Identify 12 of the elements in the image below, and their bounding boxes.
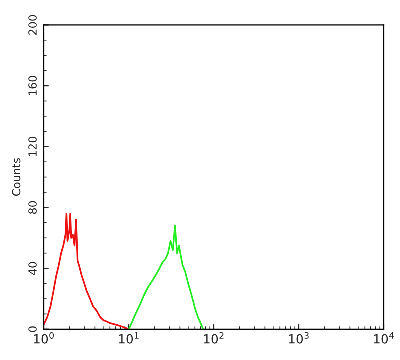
y-tick-label: 40 (28, 262, 37, 276)
y-tick-label: 160 (28, 76, 37, 96)
x-tick-label: 10$^{1}$ (119, 332, 139, 344)
y-axis-title: Counts (12, 158, 21, 196)
x-tick-label: 10$^{0}$ (34, 332, 54, 344)
x-tick-label: 10$^{2}$ (204, 332, 224, 344)
y-tick-label: 0 (28, 326, 37, 332)
y-tick-label: 120 (28, 137, 37, 156)
y-tick-label: 80 (28, 201, 37, 214)
x-tick-label: 10$^{4}$ (374, 332, 394, 344)
x-tick-label: 10$^{3}$ (289, 332, 309, 344)
y-tick-label: 200 (28, 15, 37, 35)
